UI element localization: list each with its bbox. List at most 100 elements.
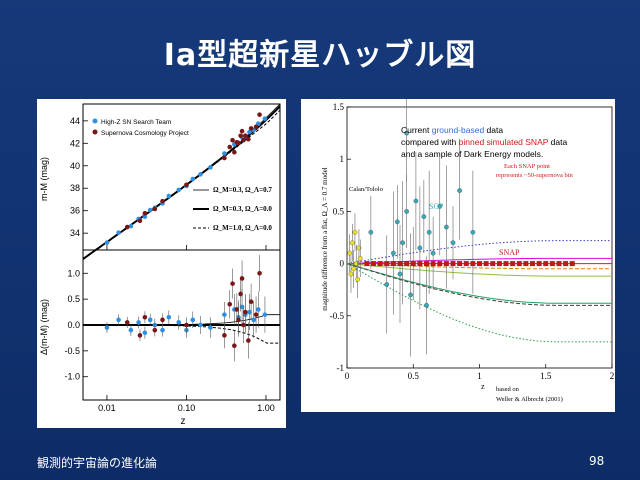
residual-data-point <box>128 327 134 333</box>
dark-energy-model-curve <box>346 240 612 265</box>
residual-data-point <box>227 302 233 307</box>
top-plot-layer: 34 36 38 40 42 44 <box>70 103 281 260</box>
dark-energy-model-curve <box>346 263 612 304</box>
snap-comparison-svg: 0 0.5 1 1.5 2 1.5 1 0.5 0 -0.5 -1 Current ground-b… <box>321 99 614 403</box>
bottom-y-tick-label: 0.0 <box>67 320 80 330</box>
snap-data-point <box>384 282 390 287</box>
snap-binned-point <box>563 261 569 267</box>
snap-x-axis-label: z <box>481 382 485 391</box>
hubble-data-point <box>116 230 121 235</box>
snap-data-point <box>444 224 449 230</box>
snap-data-point <box>430 250 436 256</box>
legend-model-1: Ω_M=0.3, Ω_Λ=0.7 <box>213 186 272 194</box>
snap-binned-point <box>523 261 529 267</box>
hubble-data-point <box>253 124 259 130</box>
snap-binned-point <box>457 261 463 267</box>
x-tick-label: 0.01 <box>98 403 116 413</box>
snap-data-point <box>457 188 462 193</box>
hubble-data-point <box>236 140 241 146</box>
hubble-data-point <box>208 165 213 170</box>
hubble-data-point <box>166 193 172 199</box>
residual-data-point <box>184 322 189 328</box>
top-y-tick-label: 38 <box>70 183 80 193</box>
snap-data-point <box>404 130 409 136</box>
top-y-tick-label: 44 <box>70 116 80 126</box>
snap-x-tick-label: 0.5 <box>408 371 420 381</box>
hubble-data-point <box>232 149 237 155</box>
snap-binned-point <box>384 261 390 267</box>
snap-x-tick-label: 0 <box>345 371 350 381</box>
snap-binned-point <box>503 261 509 267</box>
dark-energy-model-curve <box>346 263 612 343</box>
snap-binned-point <box>536 261 542 267</box>
snap-note-line-1: Each SNAP point <box>504 163 550 170</box>
snap-binned-point <box>450 261 456 267</box>
snap-data-point <box>413 198 419 204</box>
top-y-tick-label: 34 <box>70 228 80 238</box>
snap-binned-point <box>410 261 416 267</box>
snap-data-point <box>421 214 427 219</box>
legend-model-3: Ω_M=1.0, Ω_Λ=0.0 <box>213 224 272 232</box>
top-y-tick-label: 36 <box>70 206 80 216</box>
hubble-data-point <box>104 240 110 245</box>
snap-data-point <box>408 292 413 298</box>
residual-data-point <box>198 322 203 328</box>
snap-data-point <box>404 209 409 214</box>
bottom-y-tick-label: -0.5 <box>64 346 80 356</box>
calan-tololo-label: Calan/Tololo <box>349 186 383 193</box>
snap-binned-point <box>364 261 370 267</box>
hubble-data-point <box>142 210 148 216</box>
snap-data-point <box>368 229 374 235</box>
description-line-3: and a sample of Dark Energy models. <box>401 149 543 159</box>
legend-marker-scp <box>92 129 98 135</box>
snap-binned-point <box>443 261 449 267</box>
bottom-y-tick-label: 0.5 <box>67 294 80 304</box>
snap-data-point <box>424 303 429 308</box>
residual-data-point <box>246 338 251 343</box>
snap-data-point <box>426 229 432 235</box>
snap-binned-point <box>516 261 522 267</box>
hubble-data-point <box>246 136 251 142</box>
snap-binned-point <box>556 261 562 267</box>
dark-energy-model-curve <box>346 263 612 277</box>
snap-data-point <box>357 256 363 261</box>
snap-data-point <box>355 276 360 282</box>
snap-note-line-2: represents ~50-supernova bin <box>496 172 574 179</box>
hubble-data-point <box>262 116 268 121</box>
hubble-data-point <box>238 133 243 139</box>
hubble-data-point <box>137 218 143 224</box>
bottom-model-curve <box>83 324 280 344</box>
snap-data-point <box>351 266 356 272</box>
snap-y-tick-label: 1 <box>340 154 345 164</box>
residual-data-point <box>239 276 245 281</box>
snap-comparison-figure: 0 0.5 1 1.5 2 1.5 1 0.5 0 -0.5 -1 Current ground-b… <box>301 99 615 412</box>
residual-data-point <box>236 317 241 323</box>
snap-data-point <box>391 250 396 256</box>
snap-binned-point <box>483 261 489 267</box>
snap-binned-point <box>543 261 549 267</box>
snap-y-tick-label: 0.5 <box>333 206 345 216</box>
hubble-data-point <box>247 129 252 135</box>
snap-binned-point <box>417 261 423 267</box>
snap-data-point <box>417 245 423 251</box>
snap-binned-point <box>490 261 496 267</box>
residual-data-point <box>190 317 196 323</box>
snap-data-point <box>395 219 400 225</box>
x-axis-label: z <box>181 416 186 427</box>
hubble-data-point <box>230 137 235 143</box>
snap-binned-point <box>404 261 410 267</box>
residual-data-point <box>230 281 235 286</box>
residual-data-point <box>222 333 227 338</box>
snap-binned-point <box>510 261 516 267</box>
snap-y-axis-label: magnitude difference from a flat, Ω_Λ = … <box>321 167 329 310</box>
hubble-data-point <box>227 144 233 150</box>
hubble-data-point <box>222 151 227 156</box>
credit-line-2: Weller & Albrecht (2001) <box>496 396 563 403</box>
snap-data-point <box>347 250 353 256</box>
bottom-plot-layer: 0.01 0.10 1.00 1.0 0.5 0.0 -0.5 -1.0 <box>64 255 280 413</box>
top-plot-frame <box>82 103 281 251</box>
description-line-1: Current ground-based data <box>401 125 503 135</box>
hubble-data-point <box>241 137 246 143</box>
snap-binned-point <box>549 261 555 267</box>
snap-data-point <box>348 271 354 277</box>
